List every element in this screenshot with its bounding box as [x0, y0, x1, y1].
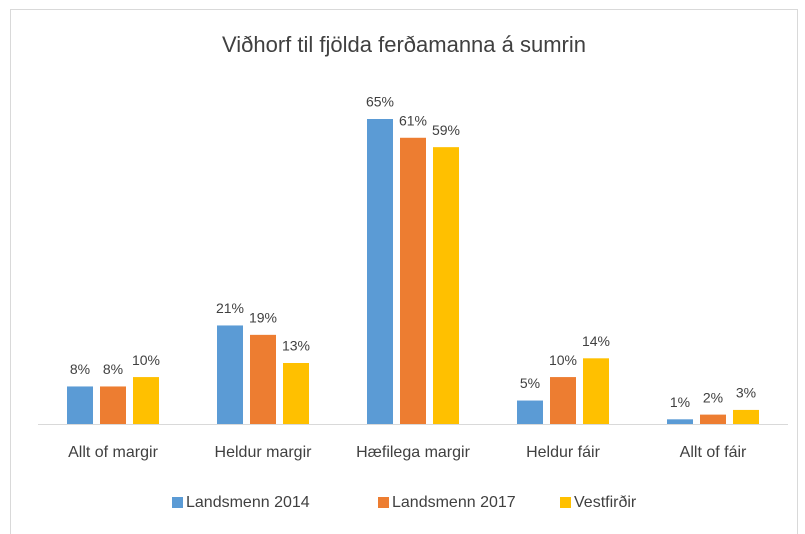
bar: [367, 119, 393, 424]
bar: [733, 409, 759, 424]
bar: [517, 400, 543, 424]
x-tick-label: Hæfilega margir: [356, 444, 470, 461]
bar: [667, 419, 693, 424]
data-label: 61%: [399, 112, 427, 128]
data-label: 13%: [282, 338, 310, 354]
legend-swatch: [378, 497, 389, 508]
legend-swatch: [560, 497, 571, 508]
data-label: 21%: [216, 300, 244, 316]
x-tick-label: Heldur fáir: [526, 444, 600, 461]
data-label: 3%: [736, 385, 756, 401]
data-label: 2%: [703, 389, 723, 405]
data-label: 10%: [549, 352, 577, 368]
bar: [100, 386, 126, 424]
chart-title: Viðhorf til fjölda ferðamanna á sumrin: [222, 32, 586, 57]
data-label: 5%: [520, 375, 540, 391]
legend-swatch: [172, 497, 183, 508]
data-label: 8%: [70, 361, 90, 377]
data-label: 14%: [582, 333, 610, 349]
legend-label: Landsmenn 2017: [392, 494, 516, 511]
bar: [217, 325, 243, 424]
legend-label: Vestfirðir: [574, 494, 637, 511]
bar: [433, 147, 459, 424]
legend-label: Landsmenn 2014: [186, 494, 310, 511]
bar: [400, 137, 426, 424]
x-tick-label: Allt of margir: [68, 444, 158, 461]
data-label: 59%: [432, 122, 460, 138]
bar: [583, 358, 609, 424]
data-label: 65%: [366, 94, 394, 110]
data-label: 10%: [132, 352, 160, 368]
bar: [700, 414, 726, 424]
bar: [67, 386, 93, 424]
data-label: 1%: [670, 394, 690, 410]
bar: [250, 334, 276, 424]
bar: [550, 377, 576, 424]
data-label: 8%: [103, 361, 123, 377]
x-tick-label: Heldur margir: [215, 444, 313, 461]
data-label: 19%: [249, 310, 277, 326]
x-tick-label: Allt of fáir: [680, 444, 747, 461]
bar: [133, 377, 159, 424]
bar: [283, 363, 309, 424]
